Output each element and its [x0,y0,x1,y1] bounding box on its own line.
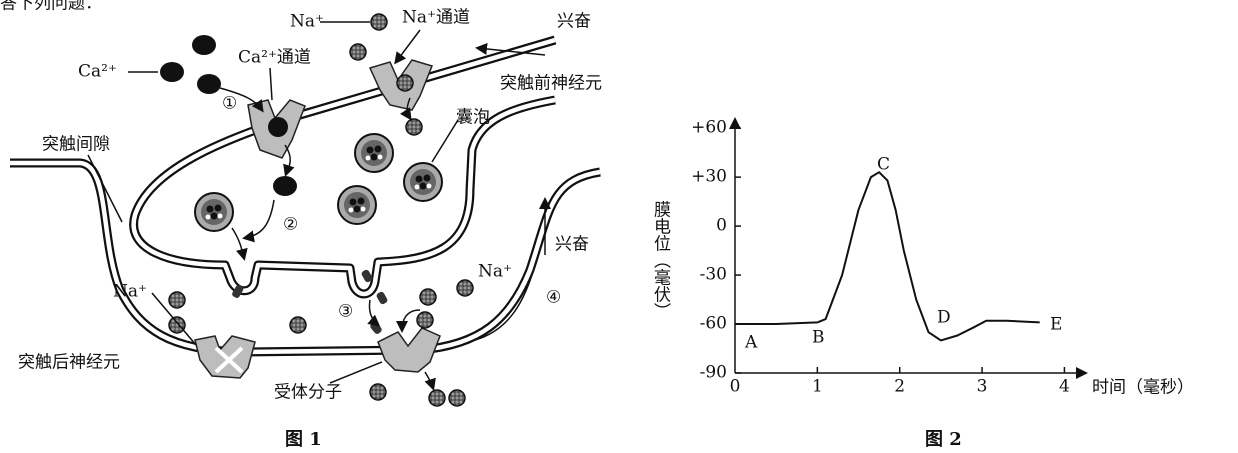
receptor-label: 受体分子 [274,383,342,403]
x-tick-label: 2 [894,377,905,397]
na-channel-label: Na⁺通道 [402,8,470,28]
point-label: E [1050,315,1062,335]
x-tick-label: 1 [812,377,823,397]
y-tick-label: +60 [691,118,727,138]
y-tick-label: -60 [700,314,727,334]
cleft-label: 突触间隙 [42,135,110,155]
ca-channel-label: Ca²⁺通道 [238,48,311,68]
y-tick-label: -90 [700,363,727,383]
x-axis-label: 时间（毫秒） [1092,378,1194,398]
vesicle-label: 囊泡 [456,108,490,128]
point-label: C [877,155,890,175]
na-ion-label: Na⁺ [113,282,147,302]
potential-line [735,172,1040,340]
point-label: A [744,333,758,353]
page: 答下列问题： [0,0,1238,453]
step-label: ① [222,94,237,114]
point-label: D [937,308,951,328]
figure-1: 答下列问题： [0,0,602,450]
y-tick-label: +30 [691,167,727,187]
figure-caption: 图 2 [925,429,962,450]
point-label: B [812,328,825,348]
step-label: ③ [338,302,353,322]
excitation-label: 兴奋 [555,235,589,255]
x-tick-label: 0 [730,377,741,397]
y-tick-label: 0 [716,216,727,236]
x-tick-label: 4 [1059,377,1070,397]
x-tick-label: 3 [977,377,988,397]
step-label: ④ [546,288,561,308]
step-label: ② [283,215,298,235]
presynaptic-membrane [134,40,555,294]
intro-text: 答下列问题： [0,0,102,14]
figure-caption: 图 1 [285,429,322,450]
na-ion-label: Na⁺ [478,262,512,282]
y-axis-label: 膜电位（毫伏） [650,200,671,319]
y-tick-label: -30 [700,265,727,285]
presynaptic-label: 突触前神经元 [500,74,602,94]
postsynaptic-label: 突触后神经元 [18,353,120,373]
excitation-label: 兴奋 [557,12,591,32]
ca-ion-label: Ca²⁺ [78,62,117,82]
receptor-open [378,328,440,372]
na-ion-label: Na⁺ [290,12,324,32]
